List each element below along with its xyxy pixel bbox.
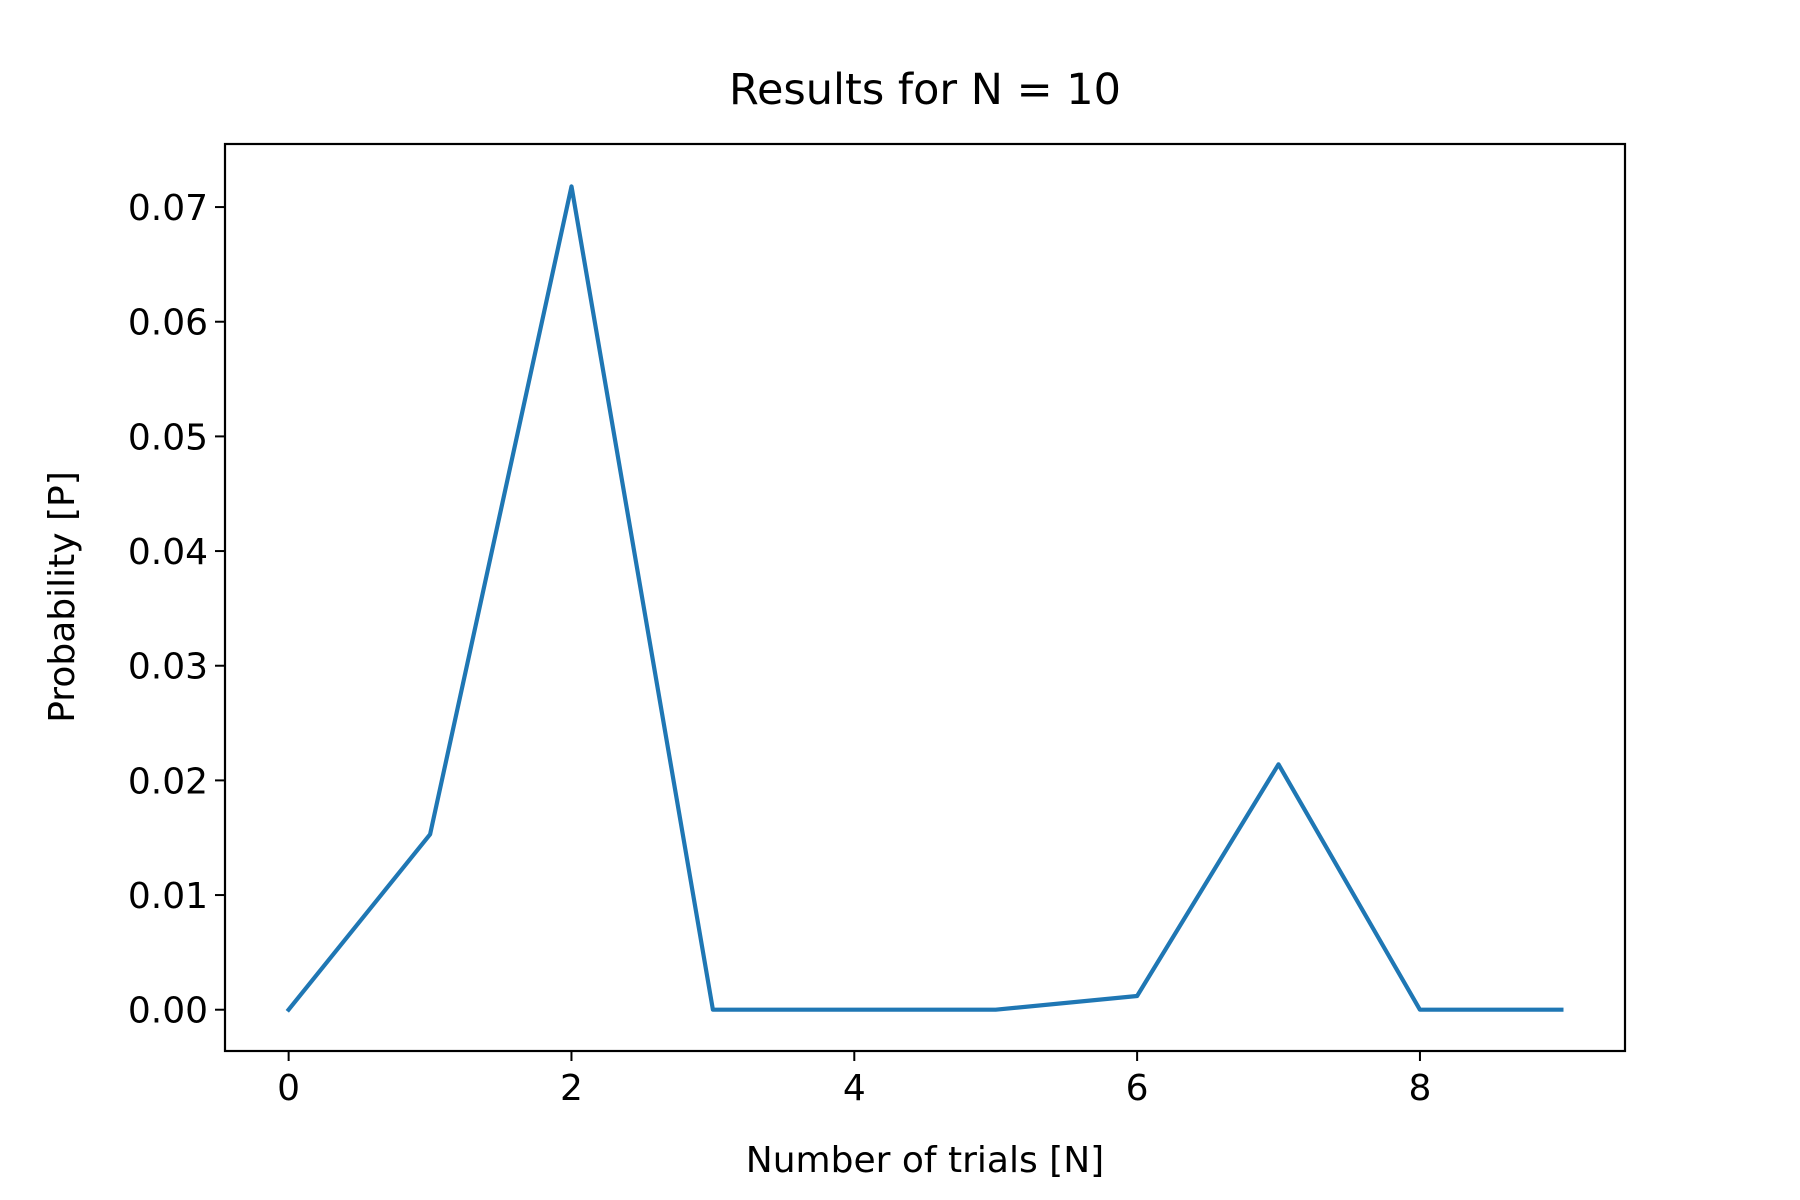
y-tick-label: 0.02 <box>128 761 208 802</box>
y-tick-label: 0.04 <box>128 532 208 573</box>
plot-area <box>285 184 1564 1013</box>
axes-frame <box>223 142 1627 1053</box>
x-tick-label: 2 <box>560 1068 583 1109</box>
y-tick-label: 0.06 <box>128 303 208 344</box>
y-axis: 0.00 0.01 0.02 0.03 0.04 0.05 0.06 0.07 <box>128 188 225 1032</box>
x-tick-label: 4 <box>843 1068 866 1109</box>
y-tick-label: 0.01 <box>128 876 208 917</box>
x-tick-label: 8 <box>1408 1068 1431 1109</box>
series-line <box>285 184 1564 1013</box>
y-tick-label: 0.00 <box>128 991 208 1032</box>
x-tick-label: 6 <box>1126 1068 1149 1109</box>
y-tick-label: 0.03 <box>128 647 208 688</box>
chart-title: Results for N = 10 <box>729 65 1121 115</box>
y-tick-label: 0.07 <box>128 188 208 229</box>
y-tick-label: 0.05 <box>128 417 208 458</box>
x-axis-title: Number of trials [N] <box>746 1140 1104 1181</box>
y-axis-title: Probability [P] <box>42 471 83 723</box>
x-tick-label: 0 <box>277 1068 300 1109</box>
x-axis: 0 2 4 6 8 <box>277 1051 1431 1109</box>
